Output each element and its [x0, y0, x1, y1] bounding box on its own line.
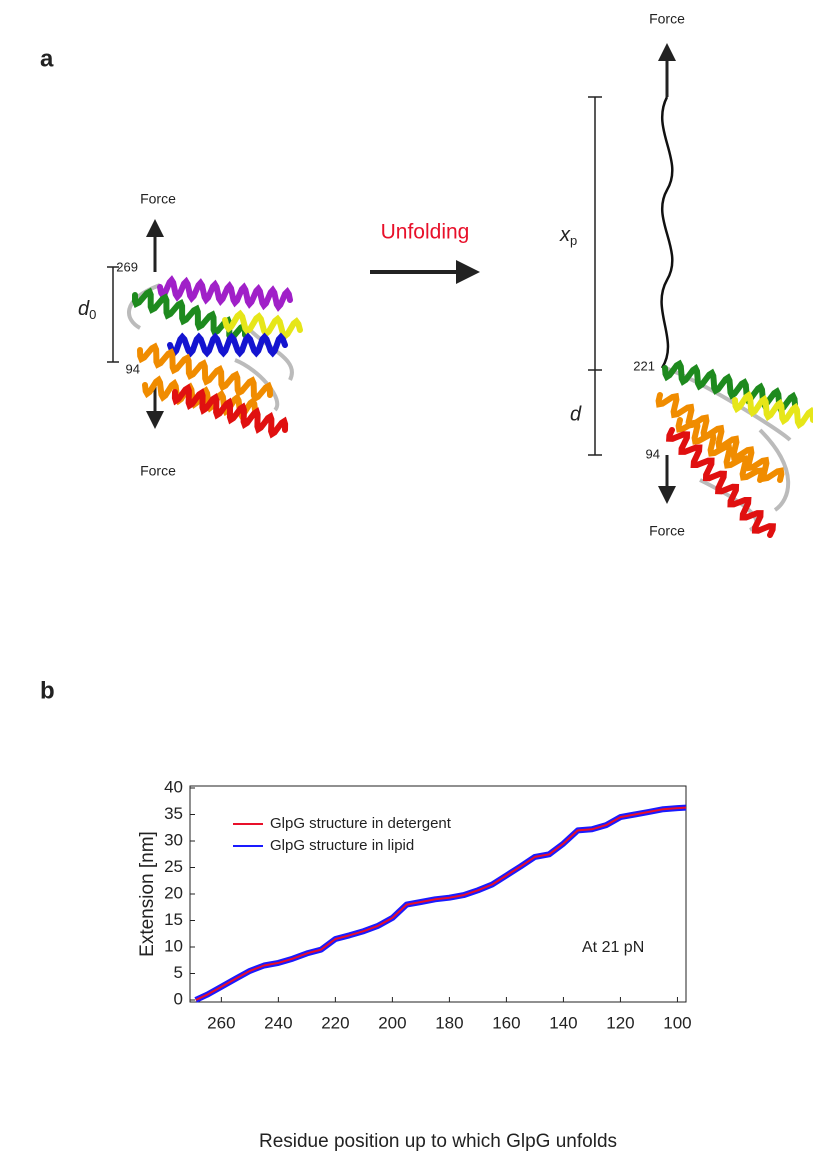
xp-label: xp — [559, 224, 577, 248]
chart: 0 5 10 15 20 25 30 35 40 260 240 220 200 180 160 140 120… — [137, 777, 692, 1152]
y-tick-label: 25 — [164, 857, 183, 876]
helix — [662, 359, 798, 414]
helix — [171, 383, 289, 439]
helix — [167, 332, 288, 358]
data-line — [195, 806, 687, 1001]
x-tick-label: 240 — [264, 1013, 292, 1032]
force-label: Force — [649, 11, 685, 27]
panel-label: a — [40, 45, 54, 72]
d-label: d — [570, 403, 582, 425]
force-label: Force — [140, 463, 176, 479]
force-label: Force — [140, 191, 176, 207]
unfolding-label: Unfolding — [381, 221, 470, 244]
y-tick-label: 10 — [164, 936, 183, 955]
force-label: Force — [649, 523, 685, 539]
x-tick-label: 100 — [663, 1013, 691, 1032]
residue-label: 269 — [116, 259, 138, 274]
panel-a: a Force Force 269 94 d0 Unfolding xp d F… — [40, 11, 813, 539]
x-tick-label: 140 — [549, 1013, 577, 1032]
y-tick-label: 35 — [164, 804, 183, 823]
x-tick-label: 220 — [321, 1013, 349, 1032]
y-tick-label: 15 — [164, 910, 183, 929]
helix — [222, 309, 303, 341]
y-tick-label: 20 — [164, 883, 183, 902]
legend-label: GlpG structure in detergent — [270, 815, 452, 832]
protein-structures — [127, 275, 813, 538]
y-tick-label: 0 — [174, 989, 183, 1008]
x-tick-label: 260 — [207, 1013, 235, 1032]
bracket — [107, 266, 119, 363]
annotation: At 21 pN — [582, 939, 644, 956]
xp-main: x — [559, 224, 571, 246]
d0-main: d — [78, 298, 90, 320]
residue-label: 94 — [126, 361, 140, 376]
residue-label: 221 — [633, 358, 655, 373]
x-tick-label: 160 — [492, 1013, 520, 1032]
x-axis-label: Residue position up to which GlpG unfold… — [259, 1131, 617, 1152]
helix — [675, 417, 765, 483]
d0-label: d0 — [78, 298, 96, 322]
helix — [666, 427, 776, 538]
y-axis-label: Extension [nm] — [137, 831, 158, 957]
xp-sub: p — [570, 233, 577, 248]
legend-label: GlpG structure in lipid — [270, 837, 414, 854]
panel-label: b — [40, 677, 55, 704]
helix — [157, 275, 293, 312]
y-tick-label: 30 — [164, 830, 183, 849]
unfolded-chain — [660, 96, 674, 369]
x-tick-label: 120 — [606, 1013, 634, 1032]
d0-sub: 0 — [89, 307, 96, 322]
helix — [732, 390, 813, 430]
y-tick-label: 40 — [164, 777, 183, 796]
helix — [655, 392, 785, 483]
helix — [137, 342, 273, 403]
helix — [132, 287, 248, 343]
x-tick-label: 200 — [378, 1013, 406, 1032]
residue-label: 94 — [646, 446, 660, 461]
x-tick-label: 180 — [435, 1013, 463, 1032]
bracket — [588, 96, 602, 456]
y-tick-label: 5 — [174, 963, 183, 982]
